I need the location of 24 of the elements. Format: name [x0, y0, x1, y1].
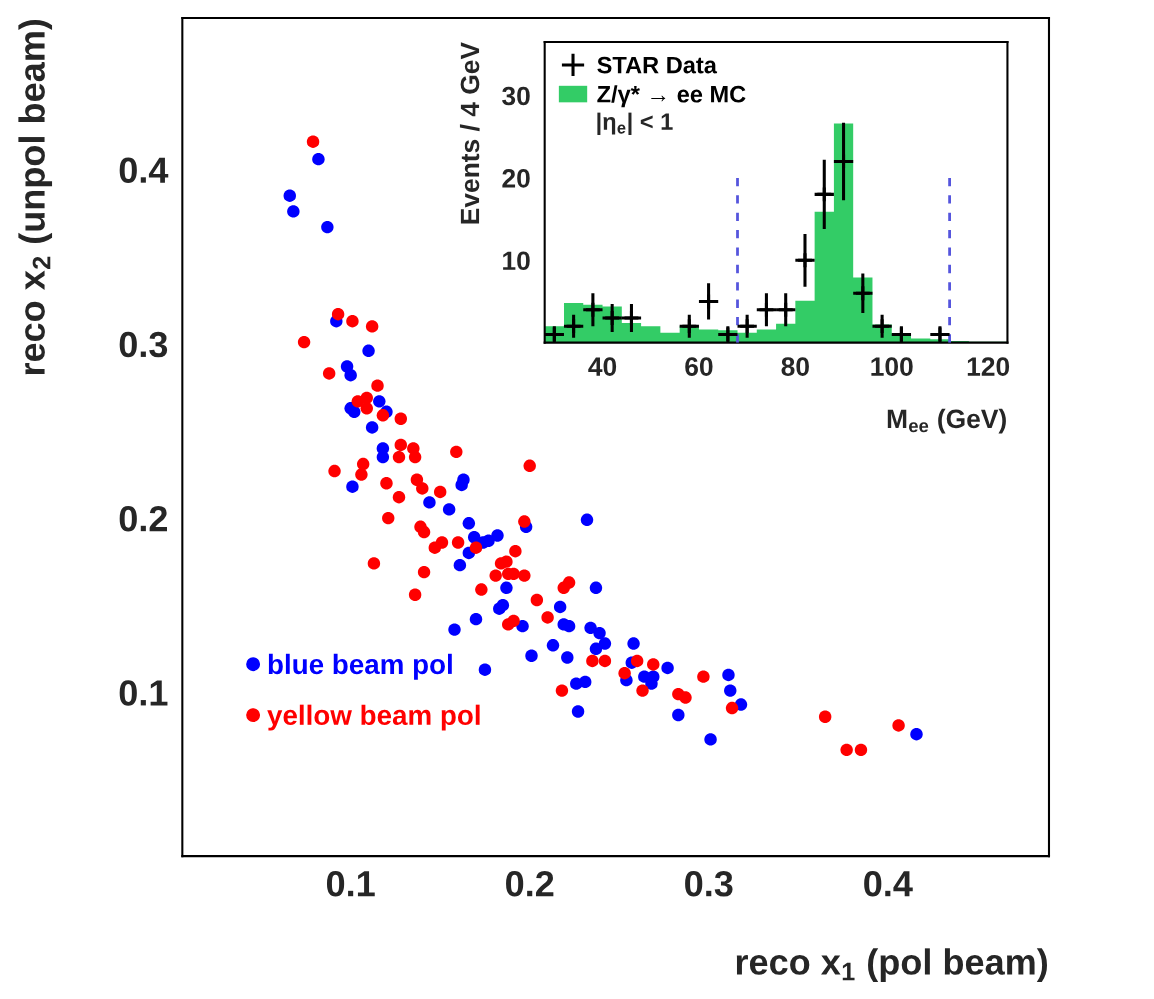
x-tick-label: 100 [871, 357, 913, 376]
y-tick-label: 30 [502, 86, 530, 106]
y-tick-label: 0.3 [119, 331, 168, 358]
x-tick-label: 120 [967, 357, 1010, 376]
legend-label: blue beam pol [268, 653, 452, 680]
legend-label: STAR Data [597, 56, 718, 74]
x-tick-label: 60 [685, 357, 713, 376]
y-tick-label: 0.1 [119, 680, 168, 706]
y-axis-title: Events / 4 GeV [459, 42, 480, 224]
legend-label: yellow beam pol [267, 704, 480, 731]
x-tick-label: 0.3 [685, 870, 733, 897]
x-tick-label: 0.1 [326, 870, 375, 897]
x-axis-title: M$_{ee}$ (GeV) [887, 408, 1006, 434]
annotation: |η$_{e}$| < 1 [597, 112, 673, 135]
x-axis-title: reco x$_{1}$ (pol beam) [736, 948, 1047, 982]
legend-label: Z/γ* → ee MC [597, 85, 746, 108]
y-tick-label: 10 [503, 251, 530, 271]
y-tick-label: 20 [502, 169, 530, 188]
y-axis-title: reco x$_{2}$ (unpol beam) [18, 19, 53, 375]
y-tick-label: 0.4 [119, 157, 169, 184]
x-tick-label: 80 [781, 357, 809, 376]
x-tick-label: 40 [588, 357, 617, 376]
x-tick-label: 0.4 [864, 870, 913, 897]
y-tick-label: 0.2 [119, 505, 167, 532]
